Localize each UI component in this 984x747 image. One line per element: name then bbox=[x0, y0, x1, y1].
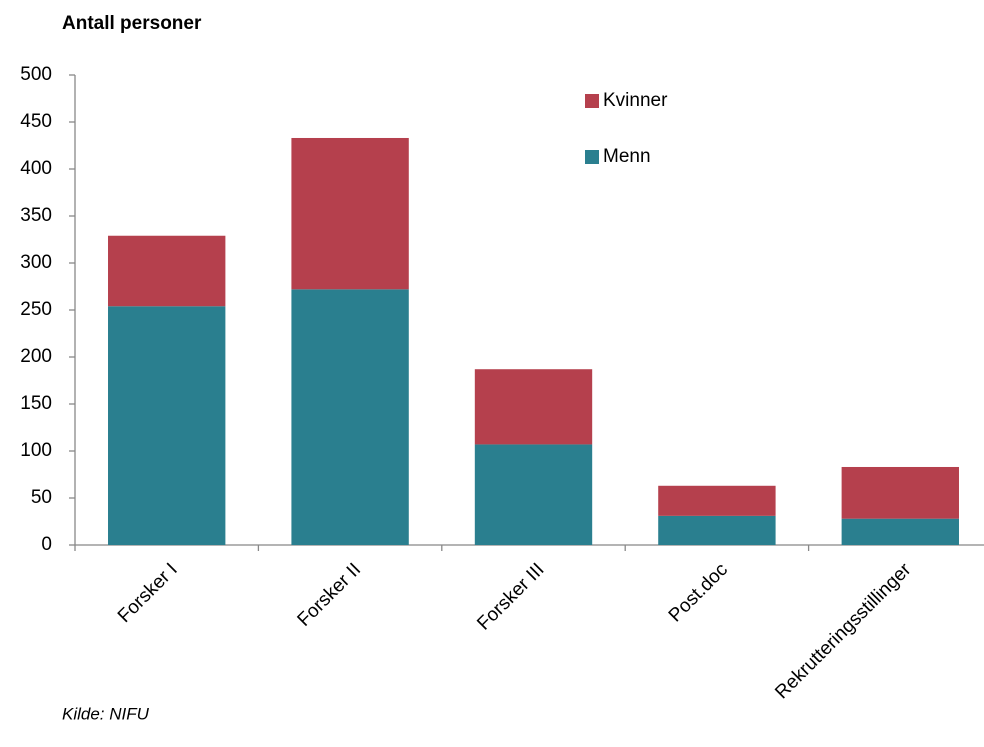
legend-label: Kvinner bbox=[603, 90, 668, 111]
source-note: Kilde: NIFU bbox=[62, 704, 150, 723]
y-tick-label: 200 bbox=[20, 346, 52, 367]
bar-segment bbox=[291, 289, 409, 545]
y-tick-label: 150 bbox=[20, 393, 52, 414]
bar-segment bbox=[108, 306, 226, 545]
x-tick-label: Post.doc bbox=[665, 559, 732, 626]
chart-title: Antall personer bbox=[62, 13, 202, 34]
legend-label: Menn bbox=[603, 146, 651, 167]
bar-segment bbox=[474, 444, 593, 545]
bar-segment bbox=[108, 235, 226, 307]
x-tick-label: Forsker III bbox=[473, 559, 548, 634]
legend-swatch bbox=[585, 94, 599, 108]
y-tick-label: 50 bbox=[31, 487, 52, 508]
y-tick-label: 500 bbox=[20, 64, 52, 85]
y-tick-label: 0 bbox=[41, 534, 52, 555]
bar-segment bbox=[841, 466, 959, 519]
x-tick-label: Forsker II bbox=[294, 559, 366, 631]
y-tick-label: 300 bbox=[20, 252, 52, 273]
x-tick-label: Forsker I bbox=[114, 559, 182, 627]
legend-swatch bbox=[585, 150, 599, 164]
x-tick-label: Rekrutteringsstillinger bbox=[771, 559, 915, 703]
bar-segment bbox=[658, 515, 776, 545]
bar-segment bbox=[841, 518, 959, 545]
bar-segment bbox=[291, 137, 409, 290]
y-tick-label: 400 bbox=[20, 158, 52, 179]
y-tick-label: 100 bbox=[20, 440, 52, 461]
bar-segment bbox=[474, 369, 593, 445]
bar-segment bbox=[658, 485, 776, 516]
y-tick-label: 450 bbox=[20, 111, 52, 132]
y-tick-label: 350 bbox=[20, 205, 52, 226]
y-tick-label: 250 bbox=[20, 299, 52, 320]
